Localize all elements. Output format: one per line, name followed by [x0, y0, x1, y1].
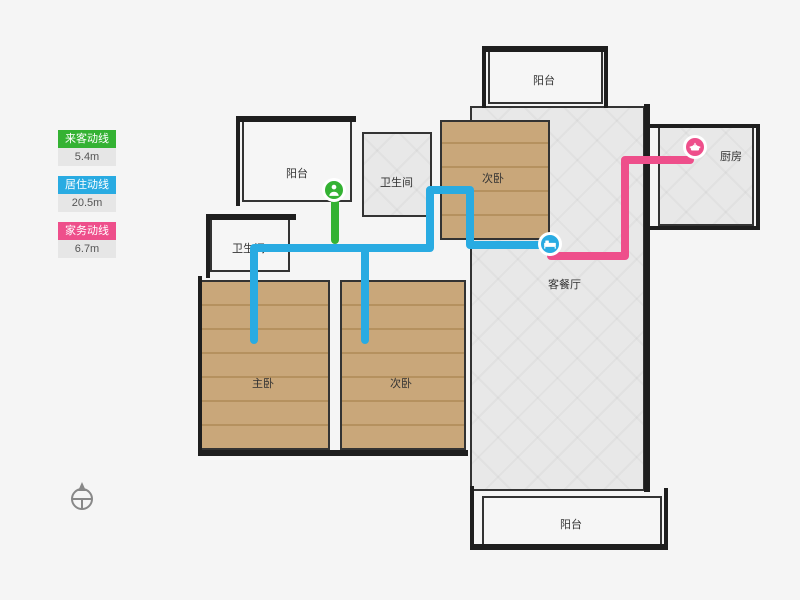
floor-plan: 客餐厅阳台阳台卫生间次卧厨房卫生间主卧次卧阳台 [170, 40, 770, 560]
wall-segment [206, 214, 210, 278]
wall-segment [198, 450, 468, 456]
wall-segment [664, 488, 668, 548]
wall-segment [206, 214, 296, 220]
room-label-master-bedroom: 主卧 [252, 375, 274, 391]
wall-segment [470, 486, 474, 550]
legend-row-chores: 家务动线 6.7m [58, 222, 118, 258]
legend-label-visitor: 来客动线 [58, 130, 116, 148]
room-master-bedroom [200, 280, 330, 450]
legend-row-living: 居住动线 20.5m [58, 176, 118, 212]
wall-segment [482, 46, 608, 52]
wall-segment [604, 46, 608, 108]
wall-segment [482, 46, 486, 108]
wall-segment [756, 124, 760, 230]
legend: 来客动线 5.4m 居住动线 20.5m 家务动线 6.7m [58, 130, 118, 268]
room-bedroom-2b [340, 280, 466, 450]
wall-segment [236, 116, 240, 206]
room-label-living: 客餐厅 [548, 276, 581, 292]
wall-segment [644, 104, 650, 492]
room-label-bathroom-2: 卫生间 [232, 240, 265, 256]
wall-segment [198, 276, 202, 454]
room-label-kitchen: 厨房 [720, 148, 742, 164]
wall-segment [644, 226, 760, 230]
legend-value-living: 20.5m [58, 194, 116, 212]
chores-marker-icon [683, 135, 707, 159]
visitor-marker-icon [322, 178, 346, 202]
legend-value-chores: 6.7m [58, 240, 116, 258]
living-marker-icon [538, 232, 562, 256]
room-label-balcony-left: 阳台 [286, 165, 308, 181]
room-label-bedroom-2b: 次卧 [390, 375, 412, 391]
room-label-bedroom-2a: 次卧 [482, 170, 504, 186]
legend-value-visitor: 5.4m [58, 148, 116, 166]
compass-icon [66, 480, 98, 512]
room-label-bathroom-1: 卫生间 [380, 174, 413, 190]
room-label-balcony-top: 阳台 [533, 72, 555, 88]
room-kitchen [658, 126, 754, 226]
legend-label-living: 居住动线 [58, 176, 116, 194]
wall-segment [644, 124, 760, 128]
legend-label-chores: 家务动线 [58, 222, 116, 240]
wall-segment [470, 544, 668, 550]
room-label-balcony-bottom: 阳台 [560, 516, 582, 532]
wall-segment [236, 116, 356, 122]
legend-row-visitor: 来客动线 5.4m [58, 130, 118, 166]
